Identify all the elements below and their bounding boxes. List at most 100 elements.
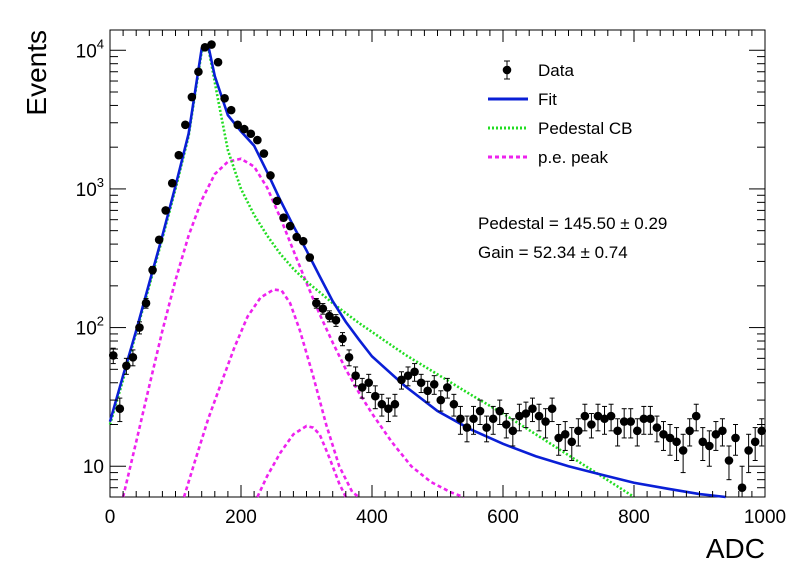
data-point xyxy=(750,437,760,447)
data-point xyxy=(108,351,118,360)
data-point xyxy=(122,361,131,371)
fit-curve xyxy=(108,43,726,499)
data-point xyxy=(659,429,668,439)
data-point xyxy=(174,150,184,160)
y-tick-label: 104 xyxy=(76,36,104,62)
data-point xyxy=(613,426,622,436)
legend-data-label: Data xyxy=(538,61,574,80)
data-point xyxy=(377,399,387,409)
y-tick-base: 10 xyxy=(76,41,97,62)
data-point xyxy=(449,399,459,409)
data-point xyxy=(718,426,727,436)
data-point xyxy=(292,232,301,242)
y-tick-exponent: 4 xyxy=(97,36,104,51)
data-point xyxy=(515,411,524,421)
data-point xyxy=(554,433,563,443)
data-point xyxy=(161,206,170,215)
data-point xyxy=(279,213,288,223)
data-point xyxy=(541,417,550,426)
data-point xyxy=(593,411,603,421)
data-point xyxy=(213,57,223,67)
data-point xyxy=(619,417,629,426)
data-point xyxy=(167,178,177,188)
y-tick-exponent: 3 xyxy=(97,175,104,190)
data-point xyxy=(423,386,432,396)
x-tick-label: 200 xyxy=(225,507,257,528)
legend-fit-label: Fit xyxy=(538,90,557,109)
data-point xyxy=(233,120,243,130)
data-point xyxy=(574,426,583,436)
data-point xyxy=(325,311,334,321)
data-point xyxy=(305,253,315,262)
legend-pedestal-label: Pedestal CB xyxy=(538,119,633,138)
data-point xyxy=(364,378,374,388)
data-point xyxy=(239,124,249,134)
y-tick-base: 10 xyxy=(76,319,97,340)
data-point xyxy=(154,235,164,245)
data-point xyxy=(724,456,734,465)
data-point xyxy=(469,414,478,424)
y-tick-label: 103 xyxy=(76,175,104,201)
pe-peak-curve xyxy=(121,157,465,499)
data-point xyxy=(705,441,714,451)
data-point xyxy=(672,437,681,447)
data-point xyxy=(646,414,655,424)
data-point xyxy=(312,298,321,308)
plot-frame xyxy=(109,29,766,498)
data-point xyxy=(351,371,360,380)
data-point xyxy=(370,391,380,401)
data-point xyxy=(685,426,694,436)
data-point xyxy=(757,426,767,436)
data-point xyxy=(580,411,590,421)
data-point xyxy=(410,367,419,377)
pedestal-cb-curve xyxy=(108,45,635,499)
data-point xyxy=(436,395,446,405)
gain-fit-result: Gain = 52.34 ± 0.74 xyxy=(478,243,628,262)
data-point xyxy=(187,92,197,102)
data-point xyxy=(298,236,308,246)
data-point xyxy=(246,129,256,139)
data-point xyxy=(115,404,125,413)
data-point xyxy=(135,323,144,332)
data-point xyxy=(181,120,190,130)
data-point xyxy=(148,265,157,275)
data-point xyxy=(639,414,649,424)
data-points-layer xyxy=(108,40,767,497)
data-point xyxy=(534,411,544,421)
pe-peak-curve xyxy=(256,424,347,498)
data-point xyxy=(200,43,210,52)
data-point xyxy=(475,406,485,416)
data-point xyxy=(508,426,518,436)
data-point xyxy=(626,417,636,426)
data-point xyxy=(482,423,491,432)
y-tick-base: 10 xyxy=(83,457,104,478)
legend: Data Fit Pedestal CB p.e. peak xyxy=(488,60,633,167)
data-point xyxy=(384,404,393,413)
data-point xyxy=(331,315,341,325)
data-point xyxy=(652,423,662,432)
data-point xyxy=(678,446,688,455)
data-point xyxy=(128,353,138,362)
x-tick-label: 1000 xyxy=(744,507,786,528)
y-tick-exponent: 2 xyxy=(97,314,104,329)
data-point xyxy=(495,406,505,416)
data-point xyxy=(443,383,452,392)
data-point xyxy=(403,371,413,380)
data-point xyxy=(600,414,609,424)
data-point xyxy=(207,40,216,49)
data-point xyxy=(698,437,708,447)
y-axis-title: Events xyxy=(21,30,52,116)
data-point xyxy=(390,399,400,409)
data-point xyxy=(737,483,747,493)
data-point xyxy=(253,135,262,145)
data-point xyxy=(521,409,531,418)
data-point xyxy=(141,298,151,308)
y-tick-label: 102 xyxy=(76,314,104,340)
data-point xyxy=(744,446,753,455)
data-point xyxy=(220,94,229,103)
data-point xyxy=(587,420,596,429)
data-point xyxy=(357,383,367,392)
data-point xyxy=(665,433,675,443)
data-point xyxy=(429,379,439,389)
